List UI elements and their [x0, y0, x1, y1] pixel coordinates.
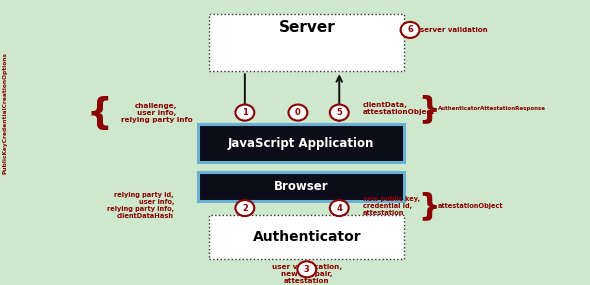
Text: AuthenticatorAttestationResponse: AuthenticatorAttestationResponse [438, 106, 546, 111]
Ellipse shape [297, 261, 316, 277]
Ellipse shape [235, 105, 254, 121]
Text: 6: 6 [407, 25, 413, 34]
FancyBboxPatch shape [198, 172, 404, 201]
Ellipse shape [235, 200, 254, 216]
Text: 4: 4 [336, 203, 342, 213]
Text: }: } [419, 191, 440, 220]
Text: PublicKeyCredentialCreationOptions: PublicKeyCredentialCreationOptions [2, 52, 7, 174]
Ellipse shape [401, 22, 419, 38]
Text: attestationObject: attestationObject [438, 203, 503, 209]
Text: new public key,
credential id,
attestation: new public key, credential id, attestati… [363, 196, 420, 216]
Ellipse shape [330, 105, 349, 121]
Text: server validation: server validation [420, 27, 488, 33]
Text: 5: 5 [336, 108, 342, 117]
Text: challenge,
user info,
relying party info: challenge, user info, relying party info [120, 103, 192, 123]
Text: {: { [86, 95, 112, 130]
Ellipse shape [289, 105, 307, 121]
FancyBboxPatch shape [198, 124, 404, 162]
Text: 1: 1 [242, 108, 248, 117]
Text: }: } [419, 94, 440, 123]
FancyBboxPatch shape [209, 215, 404, 259]
Text: clientData,
attestationObject: clientData, attestationObject [363, 102, 435, 115]
FancyBboxPatch shape [209, 14, 404, 71]
Text: Browser: Browser [274, 180, 328, 193]
Text: user verification,
new keypair,
attestation: user verification, new keypair, attestat… [272, 264, 342, 284]
Text: JavaScript Application: JavaScript Application [228, 137, 374, 150]
Text: 3: 3 [304, 265, 310, 274]
Text: Server: Server [278, 20, 335, 35]
Text: Authenticator: Authenticator [253, 230, 361, 244]
Ellipse shape [330, 200, 349, 216]
Text: 2: 2 [242, 203, 248, 213]
Text: relying party id,
user info,
relying party info,
clientDataHash: relying party id, user info, relying par… [107, 192, 174, 219]
Text: 0: 0 [295, 108, 301, 117]
